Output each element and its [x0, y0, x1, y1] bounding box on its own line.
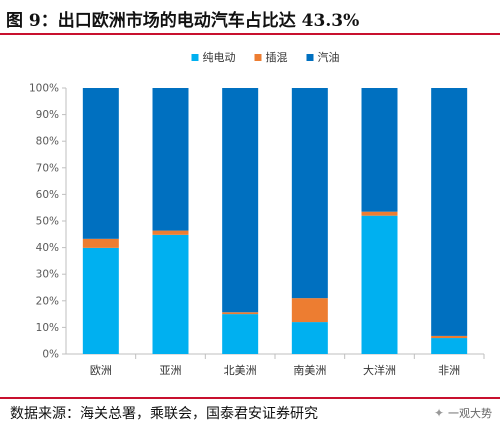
- legend-label: 纯电动: [203, 51, 236, 64]
- x-tick-label: 南美洲: [293, 364, 326, 377]
- y-tick-label: 30%: [36, 269, 59, 281]
- source-note: 数据来源：海关总署，乘联会，国泰君安证券研究: [10, 406, 318, 422]
- bar-segment: [291, 298, 328, 323]
- wechat-icon: ✦: [433, 406, 444, 420]
- legend-label: 插混: [266, 50, 288, 64]
- y-tick-label: 10%: [36, 322, 59, 334]
- x-tick-label: 大洋洲: [363, 363, 396, 377]
- y-tick-label: 50%: [36, 216, 59, 228]
- x-tick-label: 亚洲: [160, 364, 182, 377]
- y-tick-label: 20%: [36, 295, 59, 307]
- bar-segment: [361, 215, 398, 354]
- watermark-text: 一观大势: [448, 407, 492, 420]
- bar-segment: [152, 234, 189, 354]
- bar-segment: [82, 247, 119, 354]
- stacked-bar-chart: 纯电动 插混 汽油 0% 10% 20% 30% 40% 50% 60% 70% 80% 90% 100%…: [29, 50, 485, 377]
- bar-segment: [361, 211, 398, 216]
- bar-segment: [82, 238, 119, 248]
- title-divider: [0, 33, 500, 35]
- bar-segment: [361, 88, 398, 212]
- bar-segment: [222, 312, 259, 315]
- bar-segment: [82, 88, 119, 239]
- x-tick-label: 北美洲: [224, 364, 257, 377]
- bar-segment: [291, 322, 328, 354]
- bar-segment: [152, 230, 189, 235]
- x-tick-label: 欧洲: [90, 364, 112, 377]
- bar-segment: [291, 88, 328, 299]
- bar-segment: [222, 314, 259, 354]
- chart-title: 图 9：出口欧洲市场的电动汽车占比达 43.3%: [6, 11, 360, 31]
- y-tick-label: 70%: [36, 162, 59, 174]
- source-divider: [0, 397, 500, 399]
- y-tick-label: 0%: [42, 349, 59, 361]
- bar-segment: [431, 88, 468, 336]
- x-tick-label: 非洲: [438, 364, 460, 377]
- bar-segment: [152, 88, 189, 231]
- y-tick-label: 90%: [36, 109, 59, 121]
- bar-segment: [431, 338, 468, 354]
- legend-swatch: [306, 54, 314, 61]
- legend-label: 汽油: [318, 50, 340, 64]
- y-tick-label: 100%: [29, 83, 59, 95]
- bar-segment: [431, 335, 468, 339]
- legend-swatch: [191, 54, 199, 61]
- bar-segment: [222, 88, 259, 313]
- y-tick-label: 40%: [36, 242, 59, 254]
- y-tick-label: 80%: [36, 136, 59, 148]
- y-tick-label: 60%: [36, 189, 59, 201]
- legend-swatch: [254, 54, 262, 61]
- watermark: ✦ 一观大势: [434, 405, 492, 421]
